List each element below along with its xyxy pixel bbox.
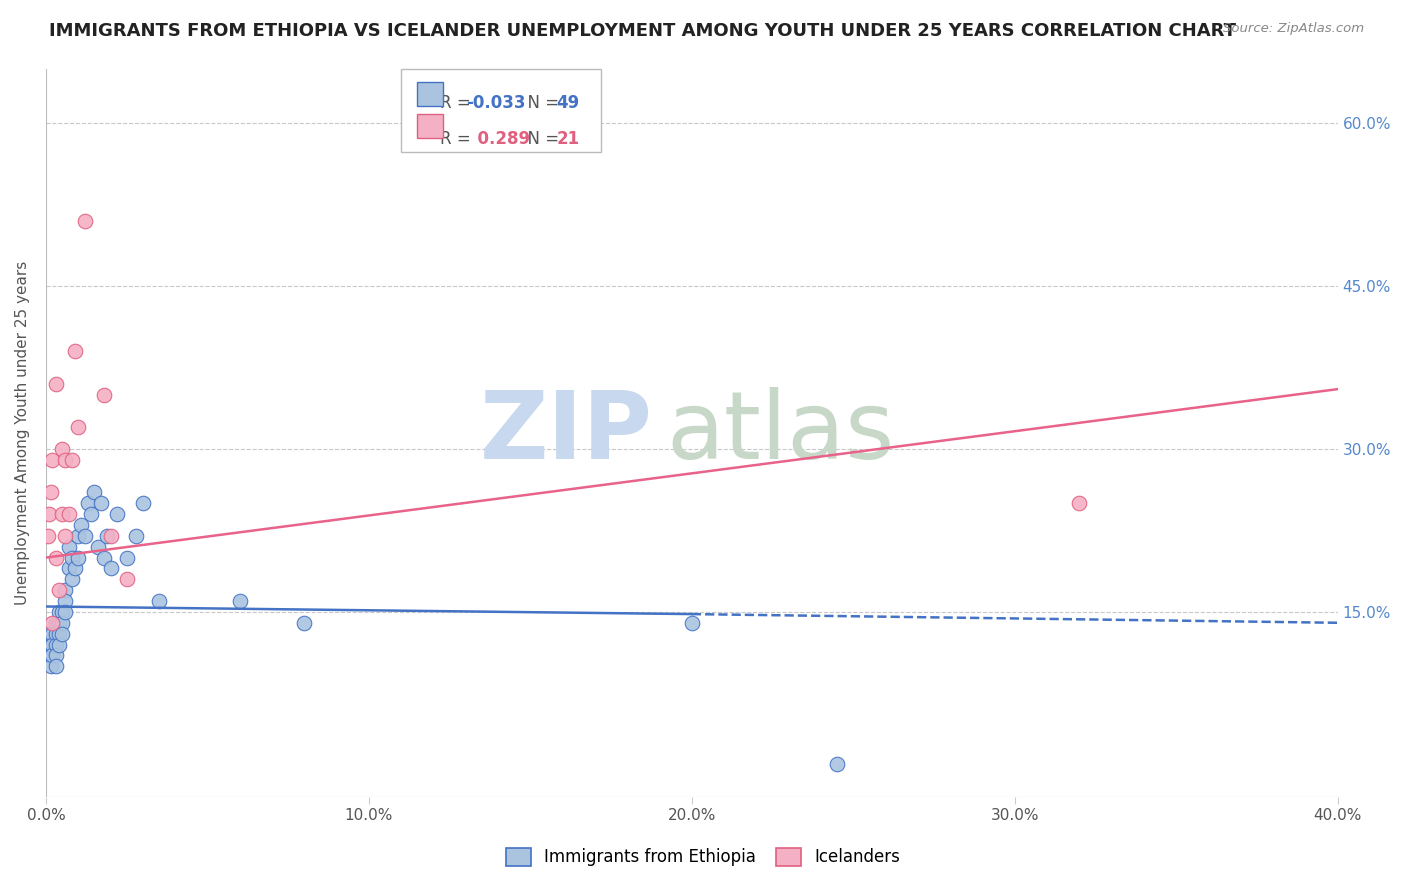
Text: Source: ZipAtlas.com: Source: ZipAtlas.com (1223, 22, 1364, 36)
Point (67, 420, 90, 434)
Point (125, 529, 148, 543)
Point (48, 583, 70, 598)
Point (41, 648, 63, 663)
Point (63, 561, 86, 575)
Point (292, 615, 315, 630)
Point (37, 529, 59, 543)
Point (63, 344, 86, 359)
Text: 49: 49 (557, 94, 579, 112)
Point (90, 496, 112, 510)
Point (1069, 496, 1091, 510)
Point (37, 638, 59, 652)
Point (45, 550, 67, 565)
Point (53, 583, 76, 598)
Point (70, 518, 93, 533)
Point (41, 626, 63, 640)
Text: N =: N = (517, 130, 565, 148)
Point (148, 594, 170, 608)
Point (53, 605, 76, 619)
Point (51, 605, 73, 619)
Text: ZIP: ZIP (481, 386, 652, 479)
Point (38, 507, 60, 521)
Point (41, 638, 63, 652)
Point (51, 626, 73, 640)
Point (53, 452, 76, 467)
Point (41, 615, 63, 630)
Point (48, 626, 70, 640)
Point (58, 561, 80, 575)
Point (39, 485, 62, 500)
Text: IMMIGRANTS FROM ETHIOPIA VS ICELANDER UNEMPLOYMENT AMONG YOUTH UNDER 25 YEARS CO: IMMIGRANTS FROM ETHIOPIA VS ICELANDER UN… (49, 22, 1236, 40)
FancyBboxPatch shape (416, 114, 443, 137)
Point (51, 615, 73, 630)
Point (825, 757, 848, 772)
Point (45, 615, 67, 630)
Point (93, 550, 115, 565)
Point (45, 376, 67, 391)
Point (51, 507, 73, 521)
Text: atlas: atlas (666, 386, 894, 479)
Point (93, 387, 115, 401)
Point (228, 594, 250, 608)
Point (51, 442, 73, 456)
Point (105, 507, 128, 521)
Point (45, 626, 67, 640)
Text: -0.033: -0.033 (465, 94, 526, 112)
Point (83, 485, 105, 500)
Point (38, 626, 60, 640)
Point (60, 452, 83, 467)
Y-axis label: Unemployment Among Youth under 25 years: Unemployment Among Youth under 25 years (15, 260, 30, 605)
Point (53, 529, 76, 543)
Point (132, 496, 155, 510)
Text: 21: 21 (557, 130, 579, 148)
Point (77, 496, 100, 510)
Point (48, 615, 70, 630)
Text: R =: R = (440, 130, 475, 148)
Point (80, 507, 103, 521)
Point (45, 659, 67, 673)
Text: N =: N = (517, 94, 565, 112)
Point (96, 529, 118, 543)
Point (60, 550, 83, 565)
FancyBboxPatch shape (416, 82, 443, 105)
Point (86, 540, 108, 554)
Point (100, 561, 122, 575)
Point (100, 529, 122, 543)
Point (115, 572, 138, 586)
Point (45, 638, 67, 652)
Legend: Immigrants from Ethiopia, Icelanders: Immigrants from Ethiopia, Icelanders (499, 841, 907, 873)
Point (73, 529, 96, 543)
Point (41, 452, 63, 467)
Point (48, 638, 70, 652)
Point (53, 594, 76, 608)
Point (67, 550, 90, 565)
Point (73, 213, 96, 227)
Point (681, 615, 703, 630)
FancyBboxPatch shape (401, 69, 602, 153)
Point (58, 540, 80, 554)
Point (38, 648, 60, 663)
Text: R =: R = (440, 94, 475, 112)
Point (39, 638, 62, 652)
Point (67, 529, 90, 543)
Text: 0.289: 0.289 (465, 130, 530, 148)
Point (60, 572, 83, 586)
Point (115, 550, 138, 565)
Point (58, 507, 80, 521)
Point (45, 648, 67, 663)
Point (39, 659, 62, 673)
Point (48, 605, 70, 619)
